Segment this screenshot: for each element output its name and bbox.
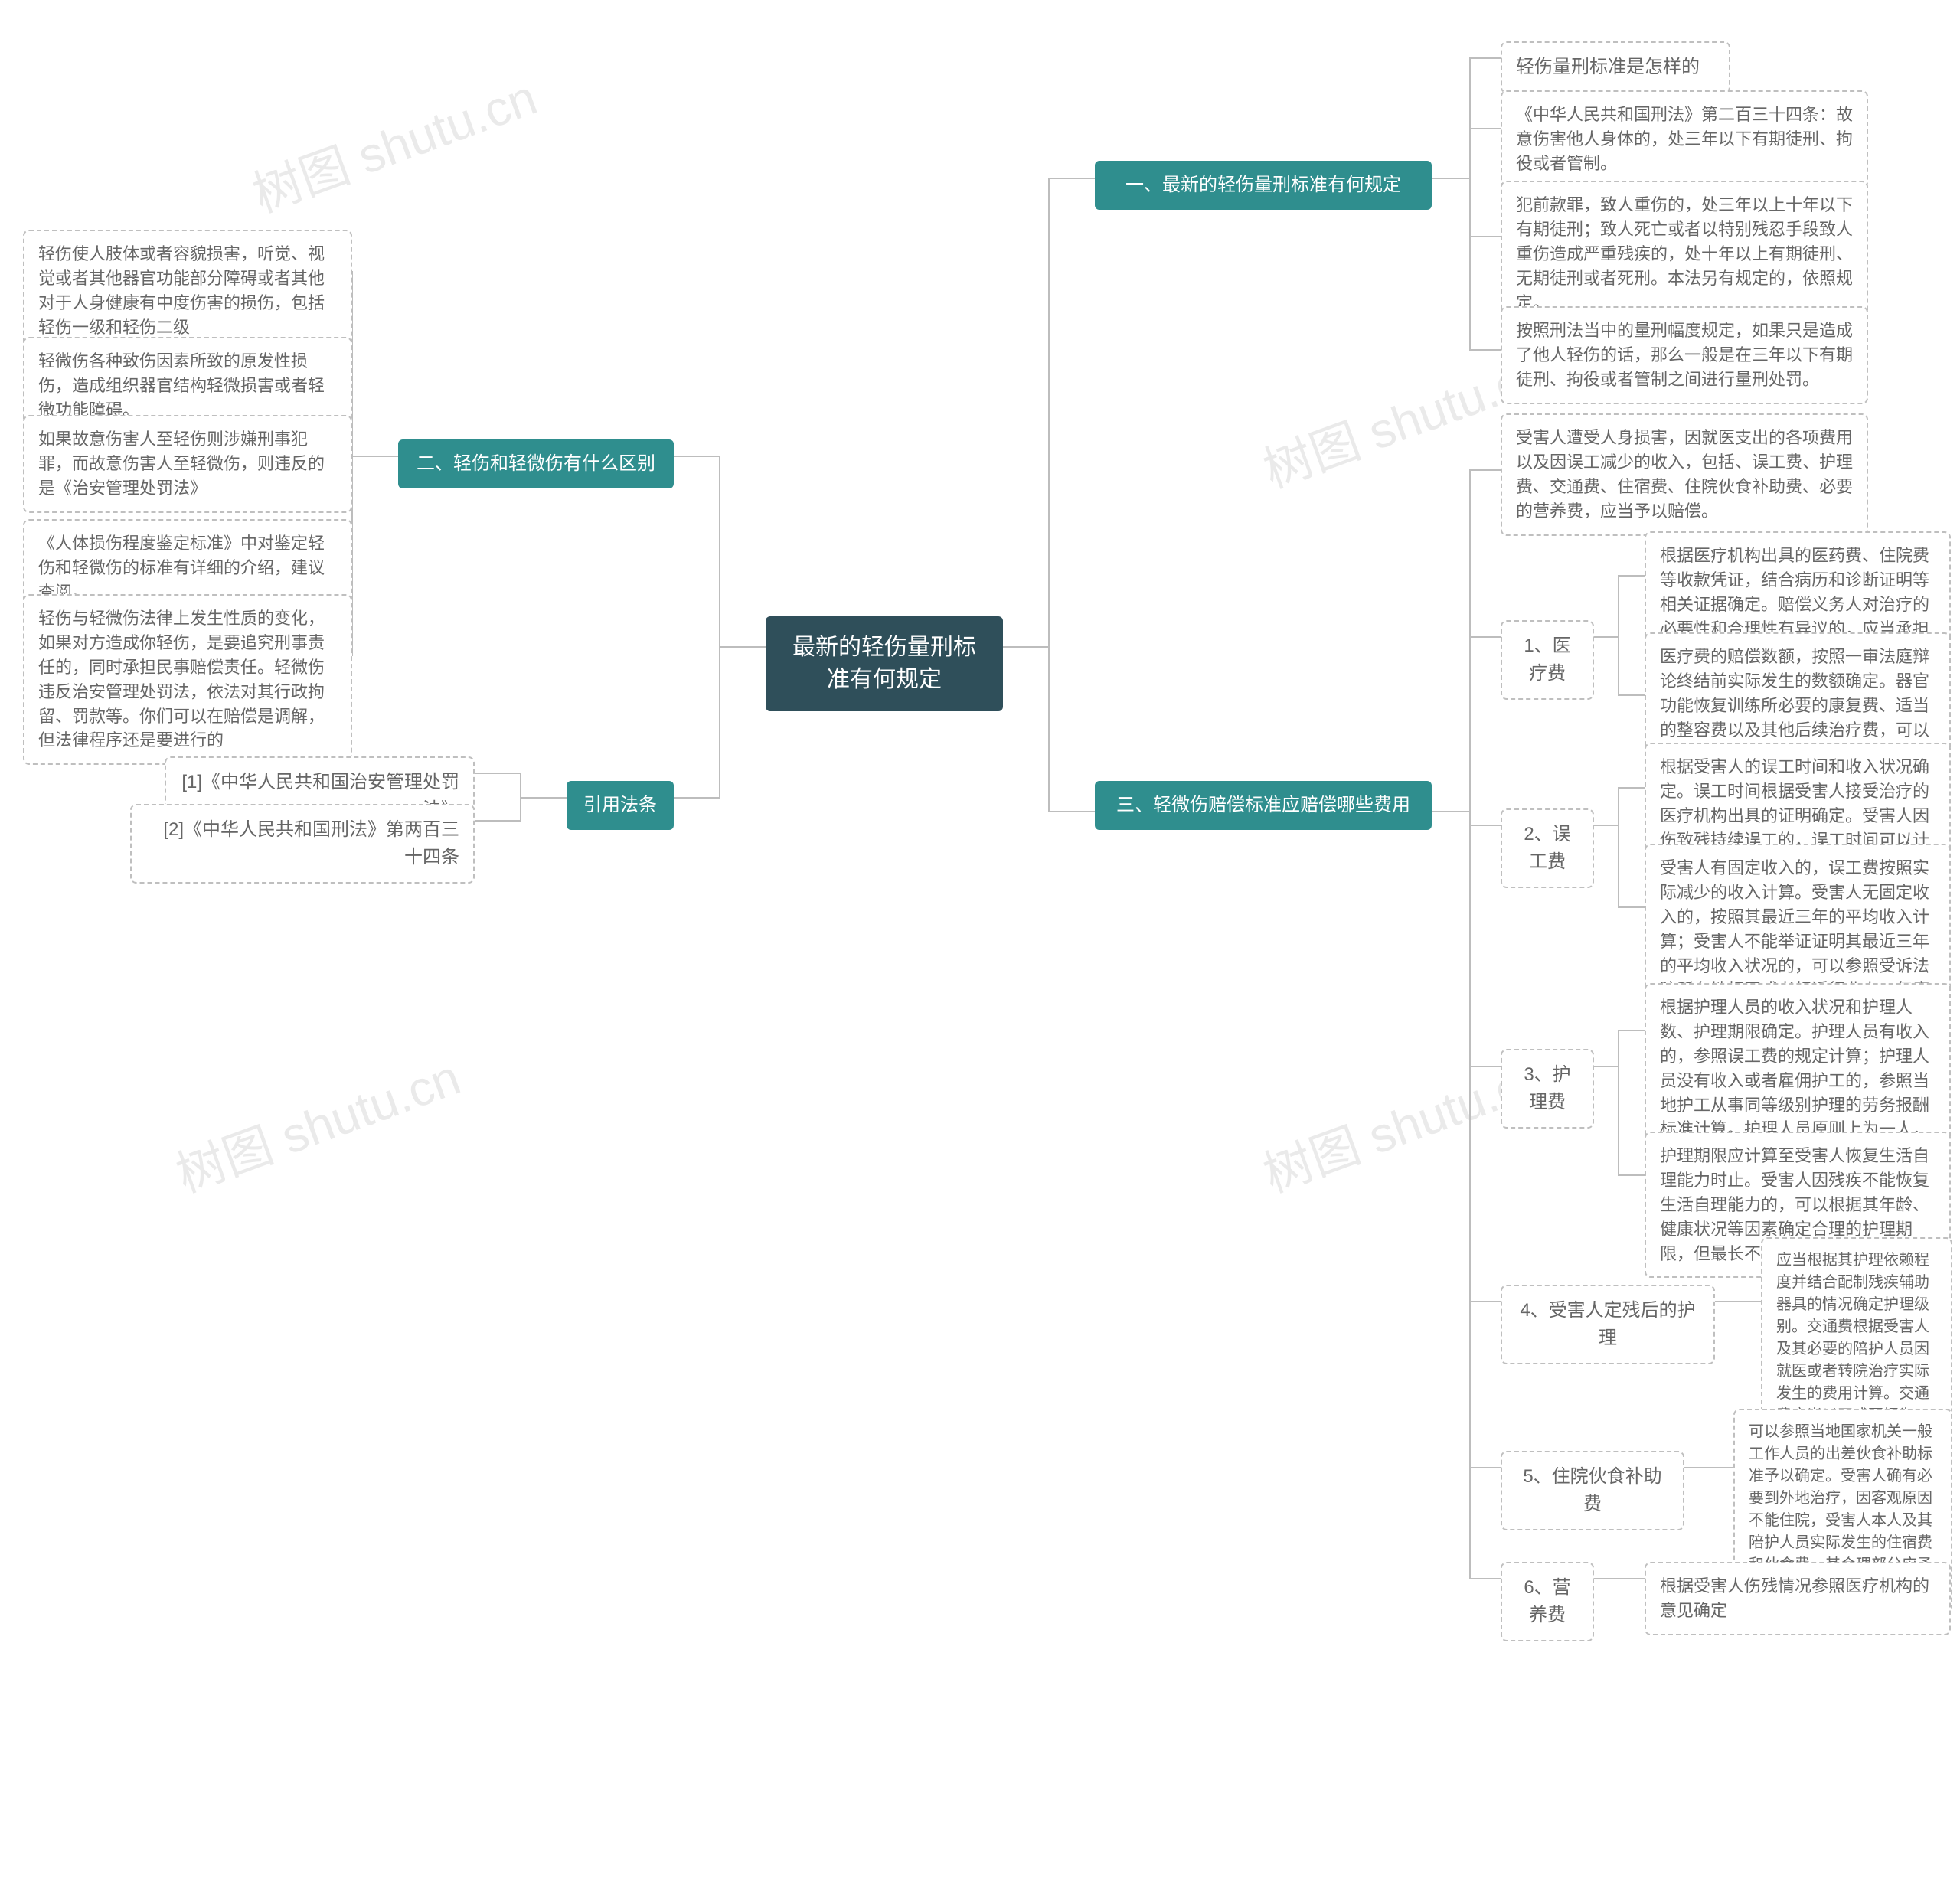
s2-leaf-5: 轻伤与轻微伤法律上发生性质的变化，如果对方造成你轻伤，是要追究刑事责任的，同时承…: [23, 594, 352, 765]
s3-intro: 受害人遭受人身损害，因就医支出的各项费用以及因误工减少的收入，包括、误工费、护理…: [1501, 413, 1868, 536]
s1-leaf-3: 犯前款罪，致人重伤的，处三年以上十年以下有期徒刑；致人死亡或者以特别残忍手段致人…: [1501, 181, 1868, 327]
s3-item-3: 3、护理费: [1501, 1049, 1594, 1129]
s3-item-1: 1、医疗费: [1501, 620, 1594, 700]
s2-leaf-3: 如果故意伤害人至轻伤则涉嫌刑事犯罪，而故意伤害人至轻微伤，则违反的是《治安管理处…: [23, 415, 352, 513]
root-node: 最新的轻伤量刑标准有何规定: [766, 616, 1003, 711]
ref-leaf-2: [2]《中华人民共和国刑法》第两百三十四条: [130, 804, 475, 884]
s3-item-6a: 根据受害人伤残情况参照医疗机构的意见确定: [1645, 1562, 1951, 1635]
s1-leaf-1: 轻伤量刑标准是怎样的: [1501, 41, 1730, 93]
s2-leaf-1: 轻伤使人肢体或者容貌损害，听觉、视觉或者其他器官功能部分障碍或者其他对于人身健康…: [23, 230, 352, 352]
s1-leaf-2: 《中华人民共和国刑法》第二百三十四条：故意伤害他人身体的，处三年以下有期徒刑、拘…: [1501, 90, 1868, 188]
s3-item-6: 6、营养费: [1501, 1562, 1594, 1641]
s1-leaf-4: 按照刑法当中的量刑幅度规定，如果只是造成了他人轻伤的话，那么一般是在三年以下有期…: [1501, 306, 1868, 404]
s3-item-2: 2、误工费: [1501, 808, 1594, 888]
section-ref: 引用法条: [567, 781, 674, 830]
watermark: 树图 shutu.cn: [242, 58, 545, 226]
s3-item-5: 5、住院伙食补助费: [1501, 1451, 1684, 1530]
s3-item-4: 4、受害人定残后的护理: [1501, 1285, 1715, 1364]
section-1: 一、最新的轻伤量刑标准有何规定: [1095, 161, 1432, 210]
section-3: 三、轻微伤赔偿标准应赔偿哪些费用: [1095, 781, 1432, 830]
section-2: 二、轻伤和轻微伤有什么区别: [398, 439, 674, 488]
watermark: 树图 shutu.cn: [165, 1038, 469, 1206]
